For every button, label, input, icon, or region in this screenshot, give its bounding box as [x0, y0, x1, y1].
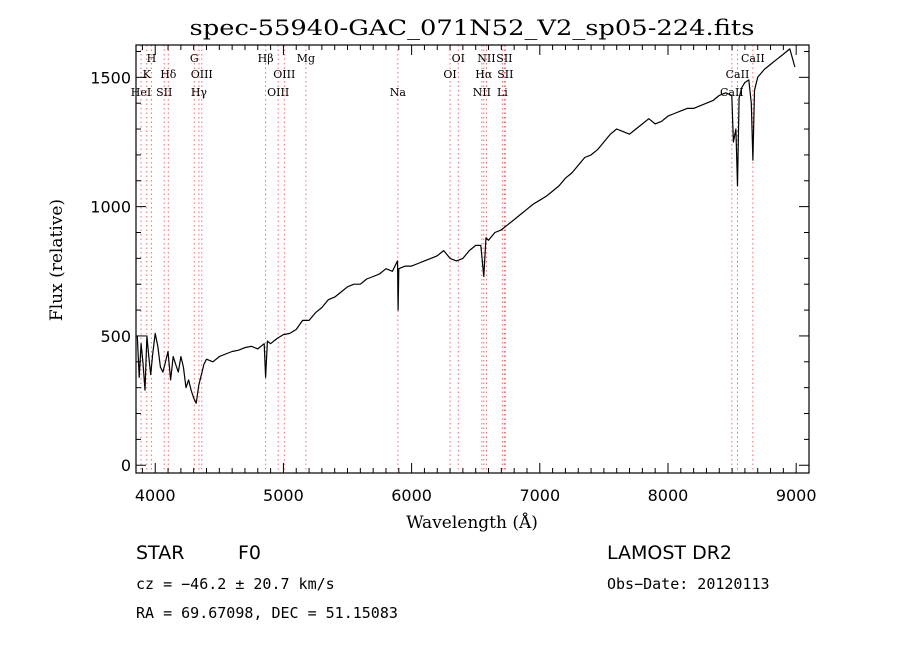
y-tick-label: 0: [121, 456, 131, 475]
spectral-line-label: Hδ: [160, 68, 177, 81]
spectral-line-label: OIII: [191, 68, 213, 81]
spectral-line-label: OI: [452, 52, 465, 65]
spectral-line-label: HeI: [131, 86, 151, 99]
coordinates-text: RA = 69.67098, DEC = 51.15083: [136, 604, 398, 622]
spectral-line-label: Mg: [297, 52, 315, 65]
y-tick-label: 500: [100, 327, 131, 346]
object-subclass: F0: [238, 542, 261, 564]
spectrum-line: [136, 48, 796, 404]
x-tick-label: 8000: [648, 486, 689, 505]
spectral-line-label: SII: [496, 52, 512, 65]
redshift-text: cz = −46.2 ± 20.7 km/s: [136, 575, 335, 593]
object-class: STAR: [136, 542, 184, 564]
spectral-line-label: H: [147, 52, 157, 65]
x-tick-label: 9000: [776, 486, 817, 505]
spectral-line-label: SII: [156, 86, 172, 99]
spectral-line-label: NII: [473, 86, 491, 99]
spectral-line-label: G: [190, 52, 199, 65]
spectral-line-label: OIII: [267, 86, 289, 99]
y-axis-ticks: 0 500 1000 1500: [90, 50, 809, 475]
y-tick-label: 1500: [90, 68, 131, 87]
x-axis-label: Wavelength (Å): [406, 512, 538, 533]
plot-frame: [135, 44, 810, 474]
x-tick-label: 7000: [519, 486, 560, 505]
spectral-line-markers: [140, 45, 754, 473]
spectral-line-label: SII: [497, 68, 513, 81]
chart-title: spec-55940-GAC_071N52_V2_sp05-224.fits: [190, 16, 755, 40]
spectral-line-label: CaII: [741, 52, 765, 65]
y-axis-label: Flux (relative): [47, 199, 67, 321]
spectral-line-label: OIII: [273, 68, 295, 81]
spectral-line-label: Hβ: [258, 52, 274, 65]
spectral-line-label: K: [143, 68, 152, 81]
x-tick-label: 4000: [135, 486, 176, 505]
spectral-line-label: CaII: [720, 86, 744, 99]
survey-name: LAMOST DR2: [607, 542, 732, 564]
spectral-line-label: CaII: [726, 68, 750, 81]
spectral-line-label: Na: [390, 86, 407, 99]
spectral-line-label: Hα: [475, 68, 493, 81]
spectral-line-label: Li: [497, 86, 508, 99]
spectral-line-label: NII: [477, 52, 495, 65]
x-axis-ticks: 4000 5000 6000 7000 8000 9000: [135, 45, 817, 505]
x-tick-label: 6000: [391, 486, 432, 505]
spectral-line-label: OI: [443, 68, 456, 81]
obs-date-text: Obs−Date: 20120113: [607, 575, 770, 593]
spectral-line-label: Hγ: [191, 86, 208, 99]
y-tick-label: 1000: [90, 198, 131, 217]
x-tick-label: 5000: [263, 486, 304, 505]
